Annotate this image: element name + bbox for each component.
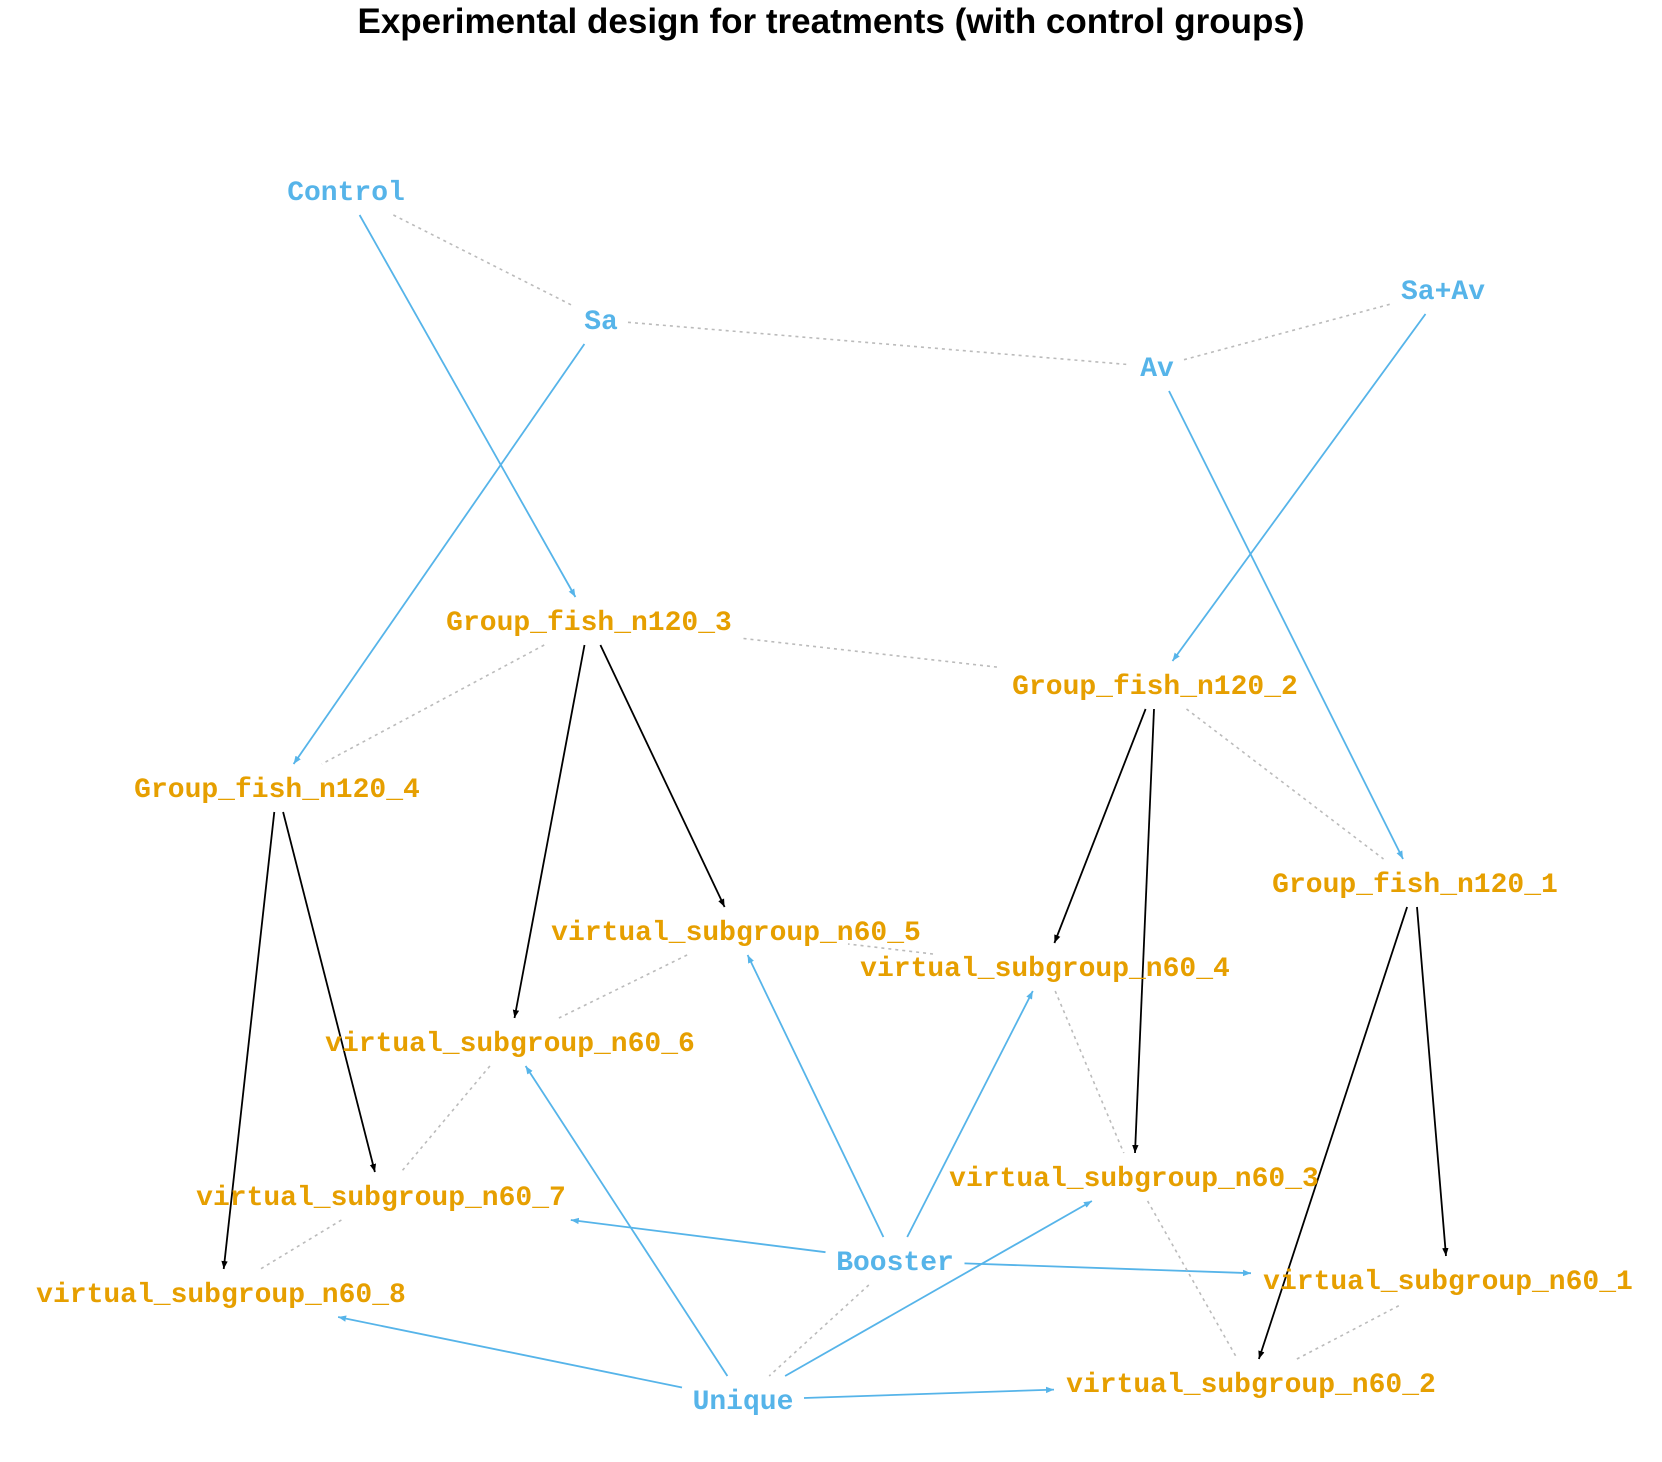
edge-v7-to-v8: [260, 1219, 342, 1270]
edge-sa-to-av: [627, 321, 1131, 366]
node-av: Av: [1140, 354, 1174, 385]
edge-v3-to-v2: [1146, 1200, 1239, 1360]
edge-g3-to-v6: [512, 644, 586, 1019]
edge-v5-to-v4: [847, 943, 934, 955]
edge-v6-to-v7: [400, 1065, 491, 1173]
edge-control-to-g3: [358, 214, 577, 598]
node-v7: virtual_subgroup_n60_7: [196, 1183, 566, 1214]
node-v4: virtual_subgroup_n60_4: [860, 954, 1230, 985]
edge-booster-to-v4: [906, 990, 1034, 1238]
node-control: Control: [287, 178, 405, 209]
edge-g4-to-v8: [221, 811, 276, 1270]
edge-g1-to-v2: [1258, 906, 1408, 1360]
node-g4: Group_fish_n120_4: [134, 775, 420, 806]
edge-v5-to-v6: [558, 954, 688, 1019]
diagram-title: Experimental design for treatments (with…: [357, 2, 1304, 41]
edge-unique-to-v3: [784, 1200, 1093, 1377]
node-sa: Sa: [584, 307, 618, 338]
node-g1: Group_fish_n120_1: [1272, 870, 1558, 901]
edge-g2-to-v4: [1053, 708, 1147, 944]
edge-unique-to-v8: [337, 1315, 683, 1389]
node-booster: Booster: [836, 1248, 954, 1279]
node-saav: Sa+Av: [1401, 277, 1485, 308]
edge-av-to-g1: [1168, 390, 1404, 860]
edge-g2-to-v3: [1132, 708, 1155, 1154]
edges-layer: [221, 214, 1449, 1399]
edge-g3-to-v5: [599, 644, 726, 908]
edge-booster-to-unique: [768, 1284, 870, 1377]
edge-g4-to-v7: [282, 811, 377, 1173]
edge-av-to-saav: [1183, 303, 1391, 361]
edge-sa-to-g4: [292, 343, 586, 765]
edge-g1-to-v1: [1416, 906, 1449, 1257]
node-v6: virtual_subgroup_n60_6: [325, 1029, 695, 1060]
node-v8: virtual_subgroup_n60_8: [36, 1280, 406, 1311]
edge-booster-to-v5: [746, 954, 885, 1238]
nodes-layer: Control Sa Av Sa+Av Booster Unique Group_fish_…: [36, 178, 1633, 1418]
edge-unique-to-v6: [524, 1065, 729, 1377]
edge-v4-to-v3: [1054, 990, 1125, 1154]
edge-booster-to-v7: [570, 1217, 826, 1254]
edge-saav-to-g2: [1171, 313, 1427, 662]
edge-g3-to-g2: [743, 637, 1001, 669]
edge-v2-to-v1: [1296, 1303, 1403, 1360]
node-v1: virtual_subgroup_n60_1: [1263, 1267, 1633, 1298]
node-v5: virtual_subgroup_n60_5: [551, 918, 921, 949]
node-v2: virtual_subgroup_n60_2: [1066, 1370, 1436, 1401]
edge-booster-to-v1: [964, 1262, 1252, 1277]
edge-control-to-sa: [393, 214, 575, 308]
node-g3: Group_fish_n120_3: [446, 608, 732, 639]
edge-g2-to-g1: [1186, 708, 1384, 860]
node-v3: virtual_subgroup_n60_3: [949, 1164, 1319, 1195]
node-g2: Group_fish_n120_2: [1012, 672, 1298, 703]
edge-unique-to-v2: [803, 1386, 1055, 1399]
edge-g3-to-g4: [321, 644, 545, 765]
node-unique: Unique: [693, 1387, 794, 1418]
